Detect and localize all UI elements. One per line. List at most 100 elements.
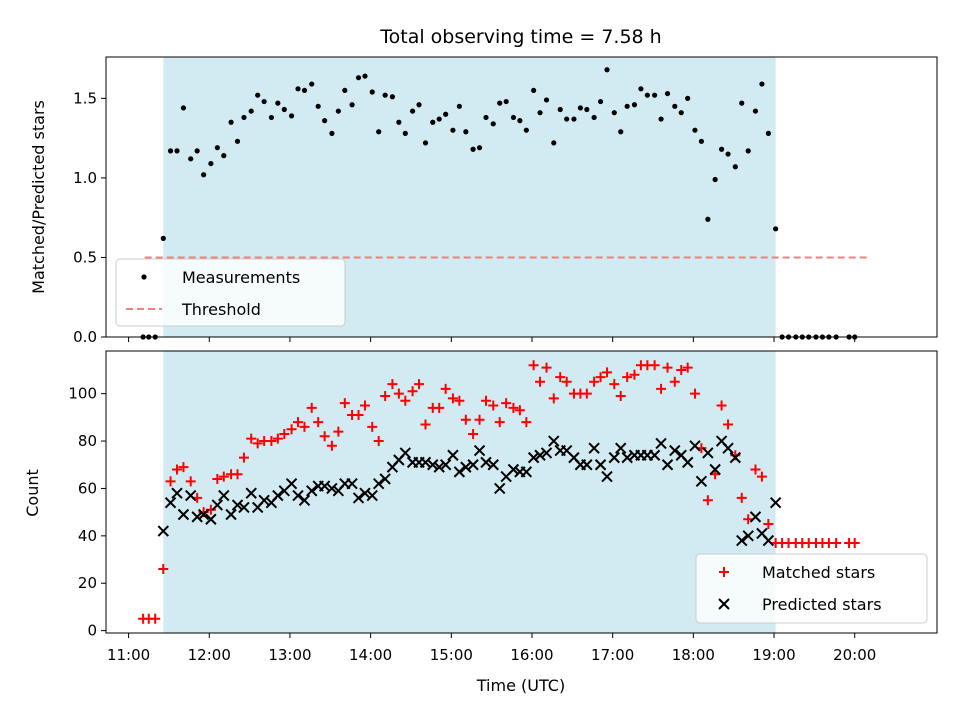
data-point (218, 471, 229, 482)
data-point (329, 130, 335, 136)
data-point (685, 95, 691, 101)
data-point (160, 235, 166, 241)
data-point (487, 459, 499, 471)
data-point (376, 129, 382, 135)
data-point (188, 156, 194, 162)
x-tick-label: 14:00 (349, 646, 392, 664)
x-tick-label: 15:00 (430, 646, 473, 664)
data-point (514, 405, 525, 416)
data-point (497, 100, 503, 106)
legend-label: Matched stars (762, 563, 875, 582)
legend-label: Predicted stars (762, 595, 882, 614)
data-point (656, 383, 667, 394)
data-point (470, 146, 476, 152)
data-point (736, 492, 747, 503)
data-point (164, 496, 177, 509)
data-point (698, 138, 705, 144)
data-point (473, 444, 486, 457)
data-point (434, 402, 445, 413)
data-point (430, 119, 436, 125)
data-point (681, 456, 694, 469)
data-point (548, 393, 559, 404)
data-point (743, 514, 754, 525)
data-point (520, 466, 533, 478)
data-point (759, 81, 765, 87)
data-point (535, 376, 546, 387)
data-point (359, 400, 370, 411)
y-axis-label-count: Count (23, 469, 42, 517)
data-point (649, 360, 660, 371)
data-point (234, 138, 241, 144)
data-point (718, 146, 725, 152)
data-point (664, 90, 671, 97)
y-tick-label: 80 (78, 432, 97, 450)
data-point (672, 103, 678, 109)
legend-count: Matched stars Predicted stars (695, 553, 928, 624)
data-point (231, 499, 244, 511)
data-point (333, 426, 344, 437)
data-point (218, 489, 230, 502)
data-point (695, 475, 708, 488)
data-point (197, 508, 210, 521)
data-point (205, 513, 217, 525)
shaded-observing-window (163, 351, 776, 633)
data-point (313, 417, 324, 428)
data-point (194, 148, 200, 154)
data-point (402, 130, 408, 136)
data-point (165, 476, 176, 487)
data-point (393, 388, 404, 399)
data-point (318, 480, 331, 492)
data-point (309, 81, 315, 87)
data-point (369, 89, 375, 95)
legend-marker (719, 567, 729, 577)
data-point (373, 436, 384, 447)
data-point (594, 459, 607, 471)
data-point (272, 489, 284, 502)
legend-box (115, 258, 346, 327)
data-point (658, 116, 664, 122)
data-point (510, 114, 517, 121)
data-point (171, 464, 182, 475)
data-point (849, 537, 860, 548)
data-point (409, 108, 416, 114)
x-tick-label: 13:00 (268, 646, 311, 664)
data-point (608, 451, 620, 464)
data-point (631, 102, 638, 108)
data-point (644, 92, 650, 98)
data-point (712, 176, 718, 183)
data-point (577, 105, 583, 111)
data-point (157, 525, 169, 537)
x-axis-label: Time (UTC) (476, 676, 565, 695)
data-point (177, 508, 190, 521)
y-tick-label: 1.0 (73, 169, 97, 187)
data-point (669, 444, 681, 457)
data-point (604, 67, 610, 73)
data-point (494, 482, 506, 495)
data-point (742, 530, 754, 542)
data-point (501, 398, 512, 409)
data-point (490, 121, 496, 127)
data-point (221, 153, 227, 159)
data-point (611, 110, 617, 116)
data-point (414, 379, 425, 390)
data-point (589, 376, 600, 387)
data-point (315, 103, 321, 109)
data-point (326, 482, 338, 495)
data-point (171, 487, 183, 499)
data-point (439, 459, 452, 471)
data-point (255, 92, 261, 98)
data-point (436, 116, 442, 122)
data-point (676, 364, 687, 375)
data-point (447, 449, 459, 461)
data-point (618, 129, 624, 135)
data-point (601, 470, 613, 483)
data-point (427, 459, 439, 471)
data-point (420, 419, 431, 430)
data-point (241, 114, 247, 121)
y-tick-label: 0.0 (73, 328, 97, 346)
data-point (211, 499, 224, 511)
data-point (178, 462, 189, 473)
x-tick-label: 11:00 (107, 646, 150, 664)
data-point (212, 473, 223, 484)
data-point (831, 537, 842, 548)
